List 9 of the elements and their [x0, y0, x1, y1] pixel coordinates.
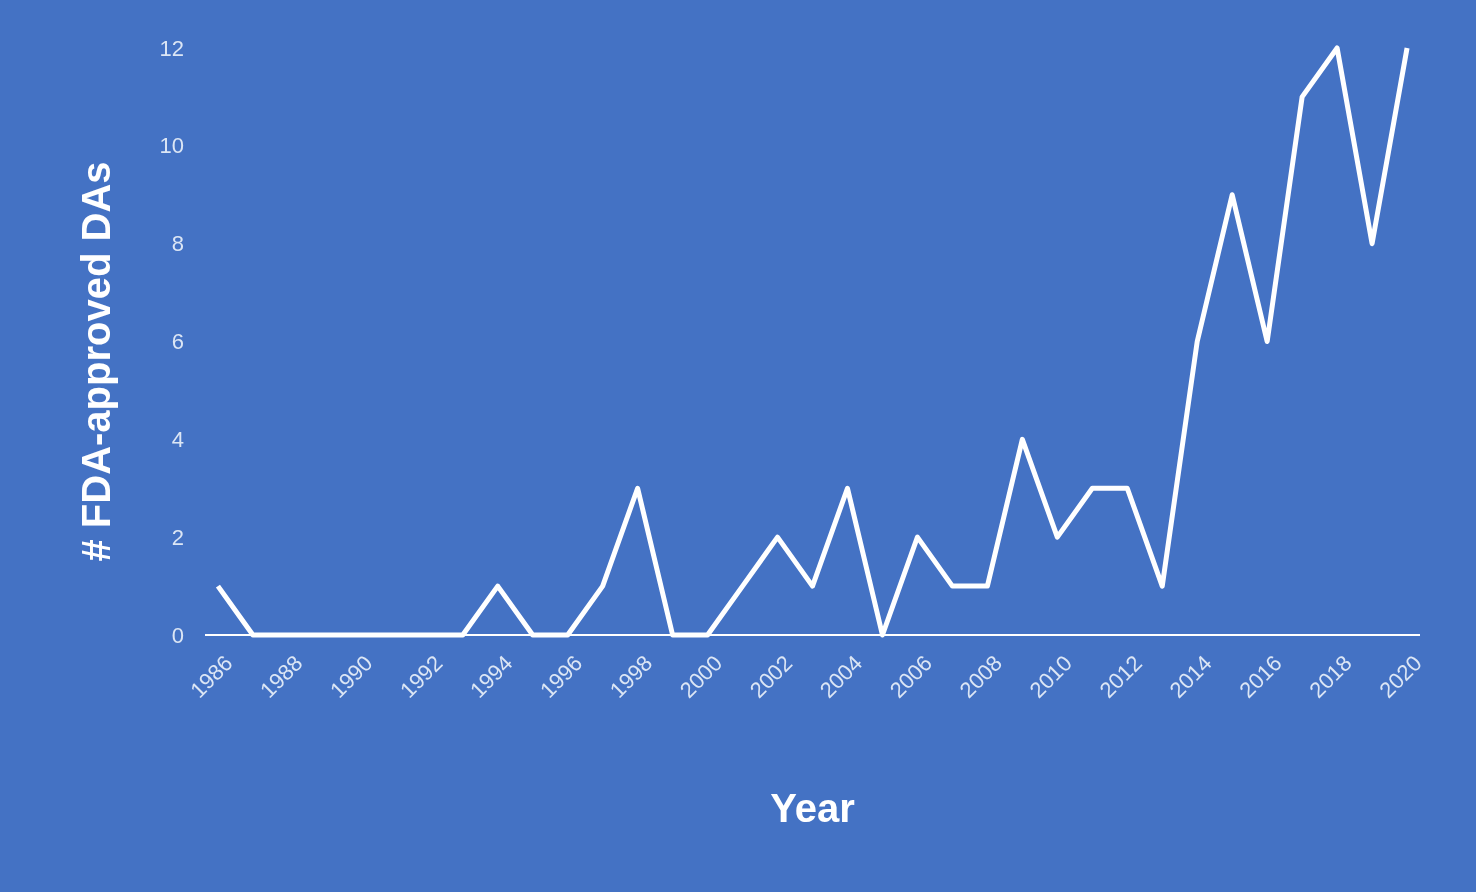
y-axis-title: # FDA-approved DAs [74, 161, 118, 562]
y-tick-label: 6 [171, 329, 184, 355]
y-tick-label: 8 [171, 231, 184, 257]
y-tick-label: 10 [159, 133, 184, 159]
y-tick-label: 12 [159, 35, 184, 61]
y-tick-label: 0 [171, 622, 184, 648]
x-axis-title: Year [770, 786, 855, 830]
y-tick-label: 4 [171, 426, 184, 452]
y-tick-label: 2 [171, 524, 184, 550]
